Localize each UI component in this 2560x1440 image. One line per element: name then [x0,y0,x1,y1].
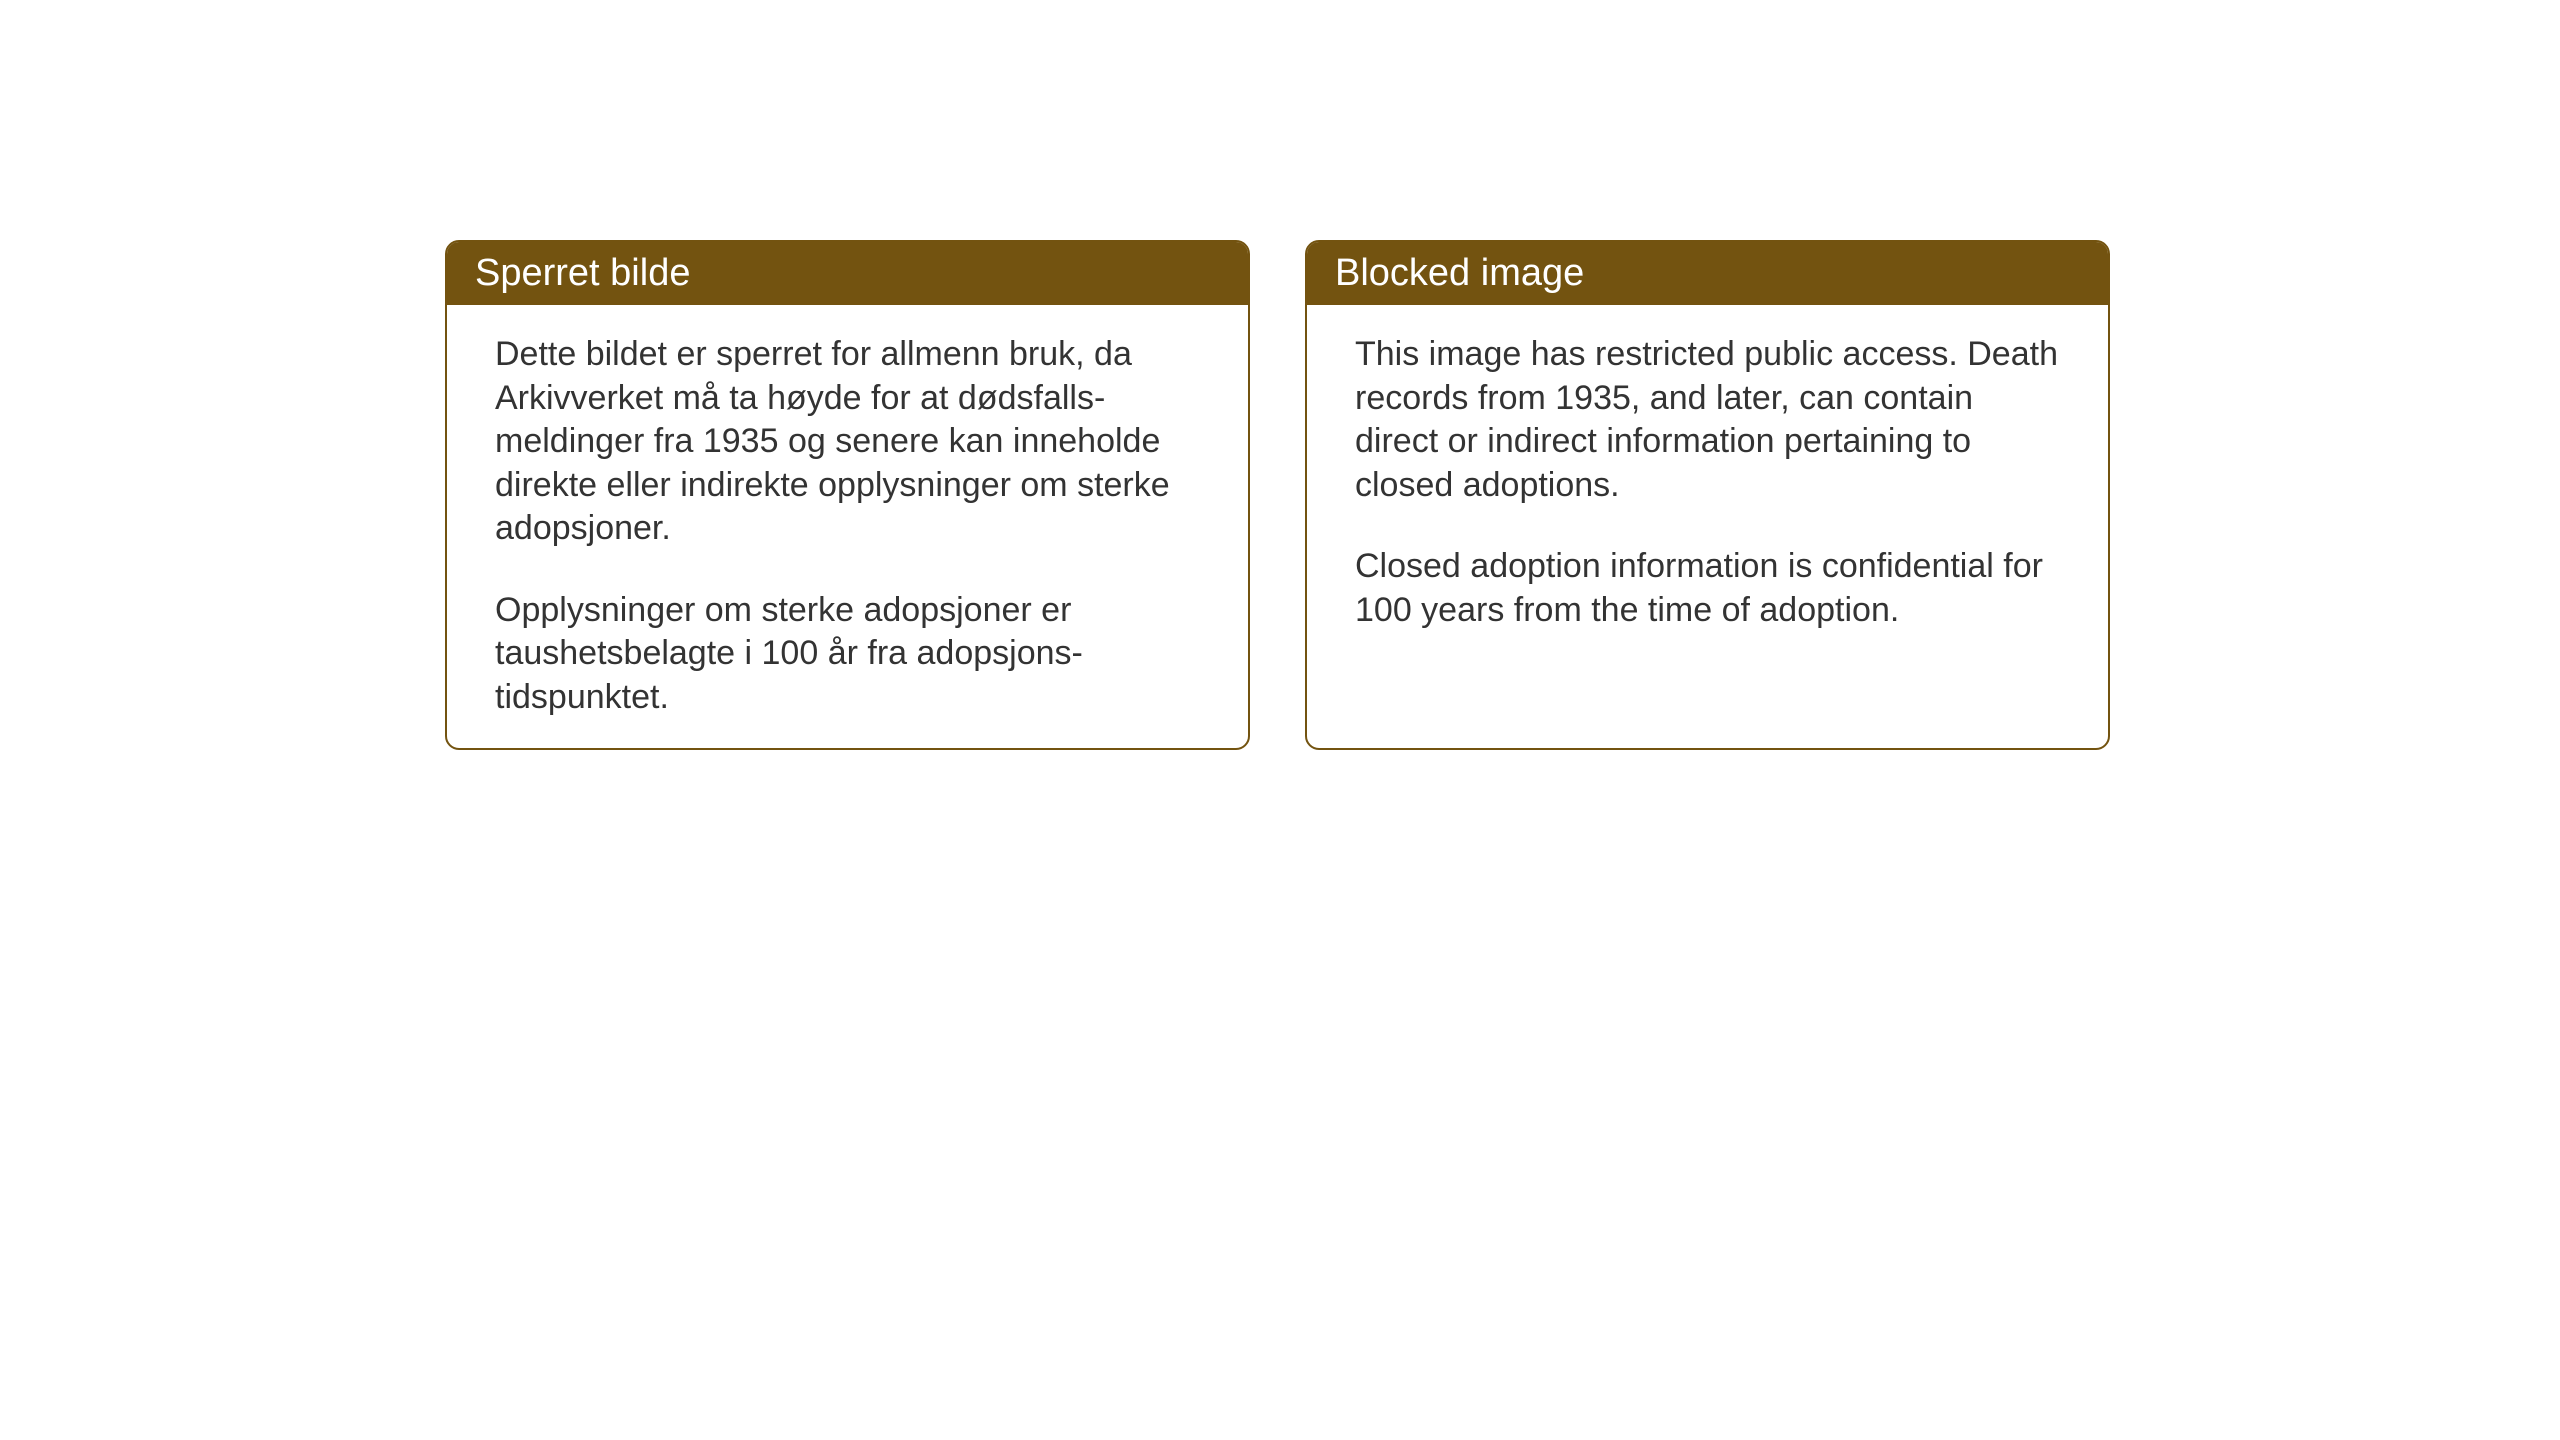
norwegian-notice-body: Dette bildet er sperret for allmenn bruk… [447,305,1248,750]
norwegian-paragraph-1: Dette bildet er sperret for allmenn bruk… [495,333,1200,551]
english-notice-body: This image has restricted public access.… [1307,305,2108,672]
norwegian-notice-box: Sperret bilde Dette bildet er sperret fo… [445,240,1250,750]
notice-container: Sperret bilde Dette bildet er sperret fo… [445,240,2110,750]
norwegian-paragraph-2: Opplysninger om sterke adopsjoner er tau… [495,589,1200,720]
english-notice-box: Blocked image This image has restricted … [1305,240,2110,750]
norwegian-notice-title: Sperret bilde [447,242,1248,305]
english-notice-title: Blocked image [1307,242,2108,305]
english-paragraph-2: Closed adoption information is confident… [1355,545,2060,632]
english-paragraph-1: This image has restricted public access.… [1355,333,2060,507]
